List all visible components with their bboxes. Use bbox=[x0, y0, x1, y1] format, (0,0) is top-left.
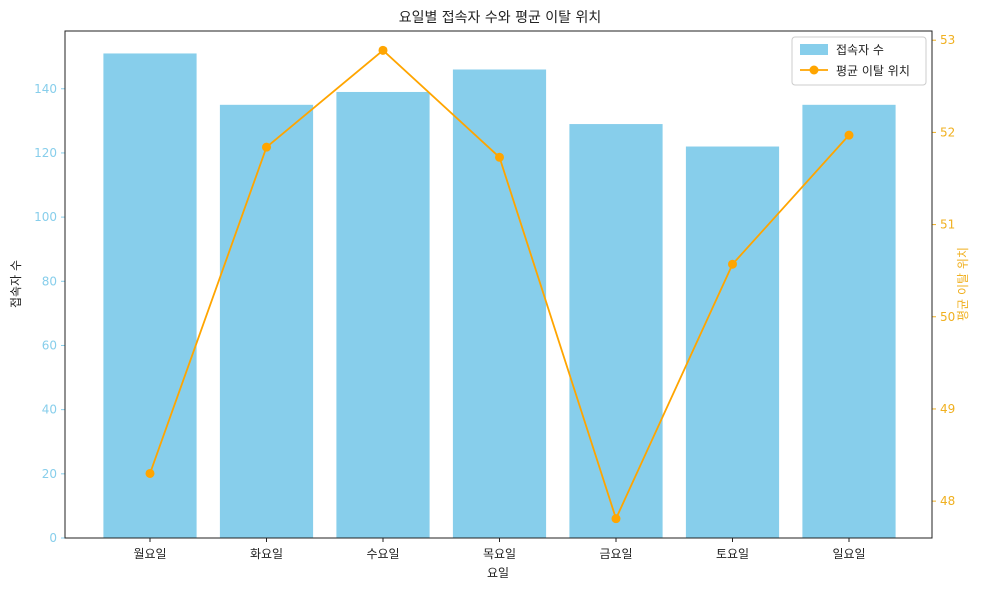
bar bbox=[802, 104, 896, 538]
y-tick-label: 80 bbox=[42, 274, 57, 288]
legend-bar-swatch bbox=[800, 44, 828, 55]
y-tick-label: 0 bbox=[49, 531, 57, 545]
y-tick-label: 120 bbox=[34, 146, 57, 160]
x-axis-label: 요일 bbox=[487, 566, 509, 580]
line-point bbox=[611, 514, 621, 524]
bar bbox=[336, 91, 430, 538]
y-tick-label: 100 bbox=[34, 210, 57, 224]
bar bbox=[219, 104, 314, 538]
bar bbox=[452, 69, 547, 538]
line-point bbox=[844, 130, 854, 140]
plot-frame bbox=[64, 30, 933, 539]
legend-line-label: 평균 이탈 위치 bbox=[836, 64, 910, 78]
x-tick-label: 목요일 bbox=[483, 547, 516, 561]
y-tick-label: 40 bbox=[42, 403, 57, 417]
y-tick-label: 20 bbox=[42, 467, 57, 481]
x-axis: 월요일 화요일 수요일 목요일 금요일 토요일 일요일 bbox=[133, 538, 866, 561]
line-point bbox=[378, 45, 388, 55]
legend: 접속자 수 평균 이탈 위치 bbox=[791, 36, 927, 86]
legend-line-marker bbox=[809, 65, 819, 75]
line-point bbox=[728, 259, 737, 269]
line-point bbox=[262, 142, 271, 152]
bar-series bbox=[103, 53, 896, 539]
legend-bar-label: 접속자 수 bbox=[836, 43, 884, 57]
y-tick-label: 60 bbox=[42, 338, 57, 352]
bar bbox=[685, 146, 780, 538]
y2-axis-label: 평균 이탈 위치 bbox=[956, 247, 970, 321]
y2-tick-label: 48 bbox=[940, 494, 955, 508]
y-axis-label: 접속자 수 bbox=[9, 260, 23, 308]
x-tick-label: 토요일 bbox=[716, 547, 749, 561]
x-tick-label: 월요일 bbox=[133, 547, 166, 561]
y2-tick-label: 49 bbox=[940, 402, 955, 416]
y2-tick-label: 52 bbox=[940, 125, 955, 139]
x-tick-label: 금요일 bbox=[599, 547, 632, 561]
line-point bbox=[495, 152, 504, 162]
chart-title: 요일별 접속자 수와 평균 이탈 위치 bbox=[399, 10, 602, 26]
y-axis-left: 0 20 40 60 80 100 120 140 bbox=[34, 82, 65, 545]
y2-tick-label: 50 bbox=[940, 310, 955, 324]
y-tick-label: 140 bbox=[34, 82, 57, 96]
bar bbox=[103, 53, 197, 538]
y-axis-right: 48 49 50 51 52 53 bbox=[932, 33, 955, 508]
x-tick-label: 일요일 bbox=[832, 547, 865, 561]
line-series bbox=[145, 45, 854, 524]
x-tick-label: 수요일 bbox=[366, 547, 399, 561]
x-tick-label: 화요일 bbox=[250, 547, 283, 561]
bar bbox=[569, 124, 663, 539]
y2-tick-label: 53 bbox=[940, 33, 955, 47]
y2-tick-label: 51 bbox=[940, 218, 955, 232]
line-point bbox=[145, 468, 155, 478]
